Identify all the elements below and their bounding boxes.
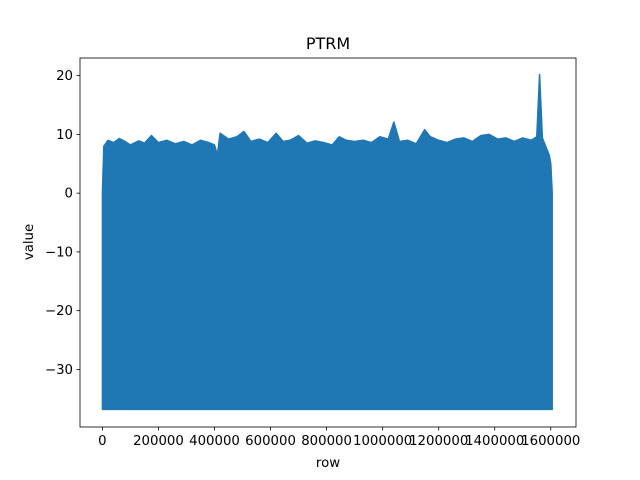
x-tick-label: 1400000: [465, 434, 524, 449]
x-axis-label: row: [316, 456, 340, 471]
series-layer: [101, 73, 553, 411]
x-tick-label: 600000: [245, 434, 296, 449]
y-tick-label: −10: [45, 245, 73, 260]
x-tick-label: 1600000: [521, 434, 580, 449]
x-tick-label: 400000: [189, 434, 240, 449]
chart-title: PTRM: [306, 34, 350, 53]
series-0-band: [101, 73, 553, 411]
y-tick-label: −30: [45, 363, 73, 378]
y-tick-label: 10: [56, 128, 73, 143]
x-tick-label: 1200000: [409, 434, 468, 449]
y-axis-label: value: [22, 224, 37, 260]
x-tick-label: 800000: [301, 434, 352, 449]
x-tick-label: 200000: [133, 434, 184, 449]
x-tick-label: 0: [98, 434, 106, 449]
y-tick-label: 20: [56, 69, 73, 84]
axes-layer: [79, 57, 577, 428]
y-tick-label: 0: [65, 187, 73, 202]
ticks-layer: 0 200000 400000 600000 800000 100000012000001…: [45, 69, 580, 449]
x-tick-label: 1000000: [353, 434, 412, 449]
y-tick-label: −20: [45, 304, 73, 319]
axes-frame: [79, 57, 577, 428]
